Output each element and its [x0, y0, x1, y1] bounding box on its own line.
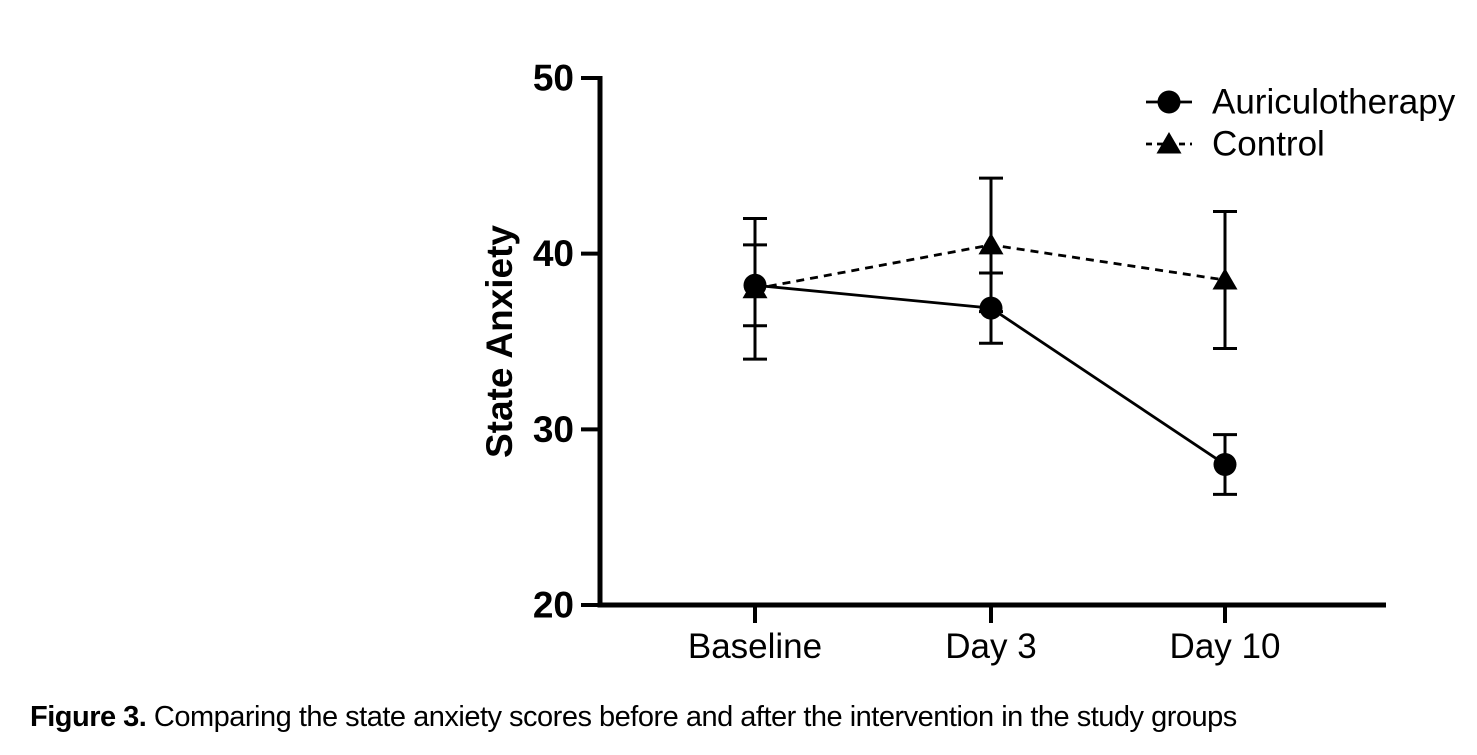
x-tick-label: Baseline [688, 627, 822, 666]
figure-caption-label: Figure 3. [30, 701, 147, 733]
triangle-marker [1212, 268, 1238, 290]
figure-caption: Figure 3. Comparing the state anxiety sc… [30, 701, 1237, 734]
legend-circle-marker [1157, 90, 1181, 114]
y-tick-label: 20 [533, 585, 574, 626]
legend-triangle-marker [1156, 132, 1182, 154]
y-tick-label: 30 [533, 409, 574, 450]
x-tick-label: Day 3 [945, 627, 1036, 666]
circle-marker [743, 273, 767, 297]
legend-label: Control [1212, 125, 1325, 164]
circle-marker [1213, 452, 1237, 476]
circle-marker [979, 296, 1003, 320]
legend-label: Auriculotherapy [1212, 83, 1456, 122]
y-axis-title: State Anxiety [479, 225, 520, 458]
triangle-marker [978, 232, 1004, 255]
state-anxiety-line-chart: 50 40 30 20 Baseline Day 3 Day 10 State Anxiety… [479, 58, 1456, 667]
y-tick-label: 50 [533, 58, 574, 99]
y-tick-label: 40 [533, 233, 574, 274]
x-tick-label: Day 10 [1170, 627, 1281, 666]
figure-caption-text: Comparing the state anxiety scores befor… [146, 701, 1237, 733]
